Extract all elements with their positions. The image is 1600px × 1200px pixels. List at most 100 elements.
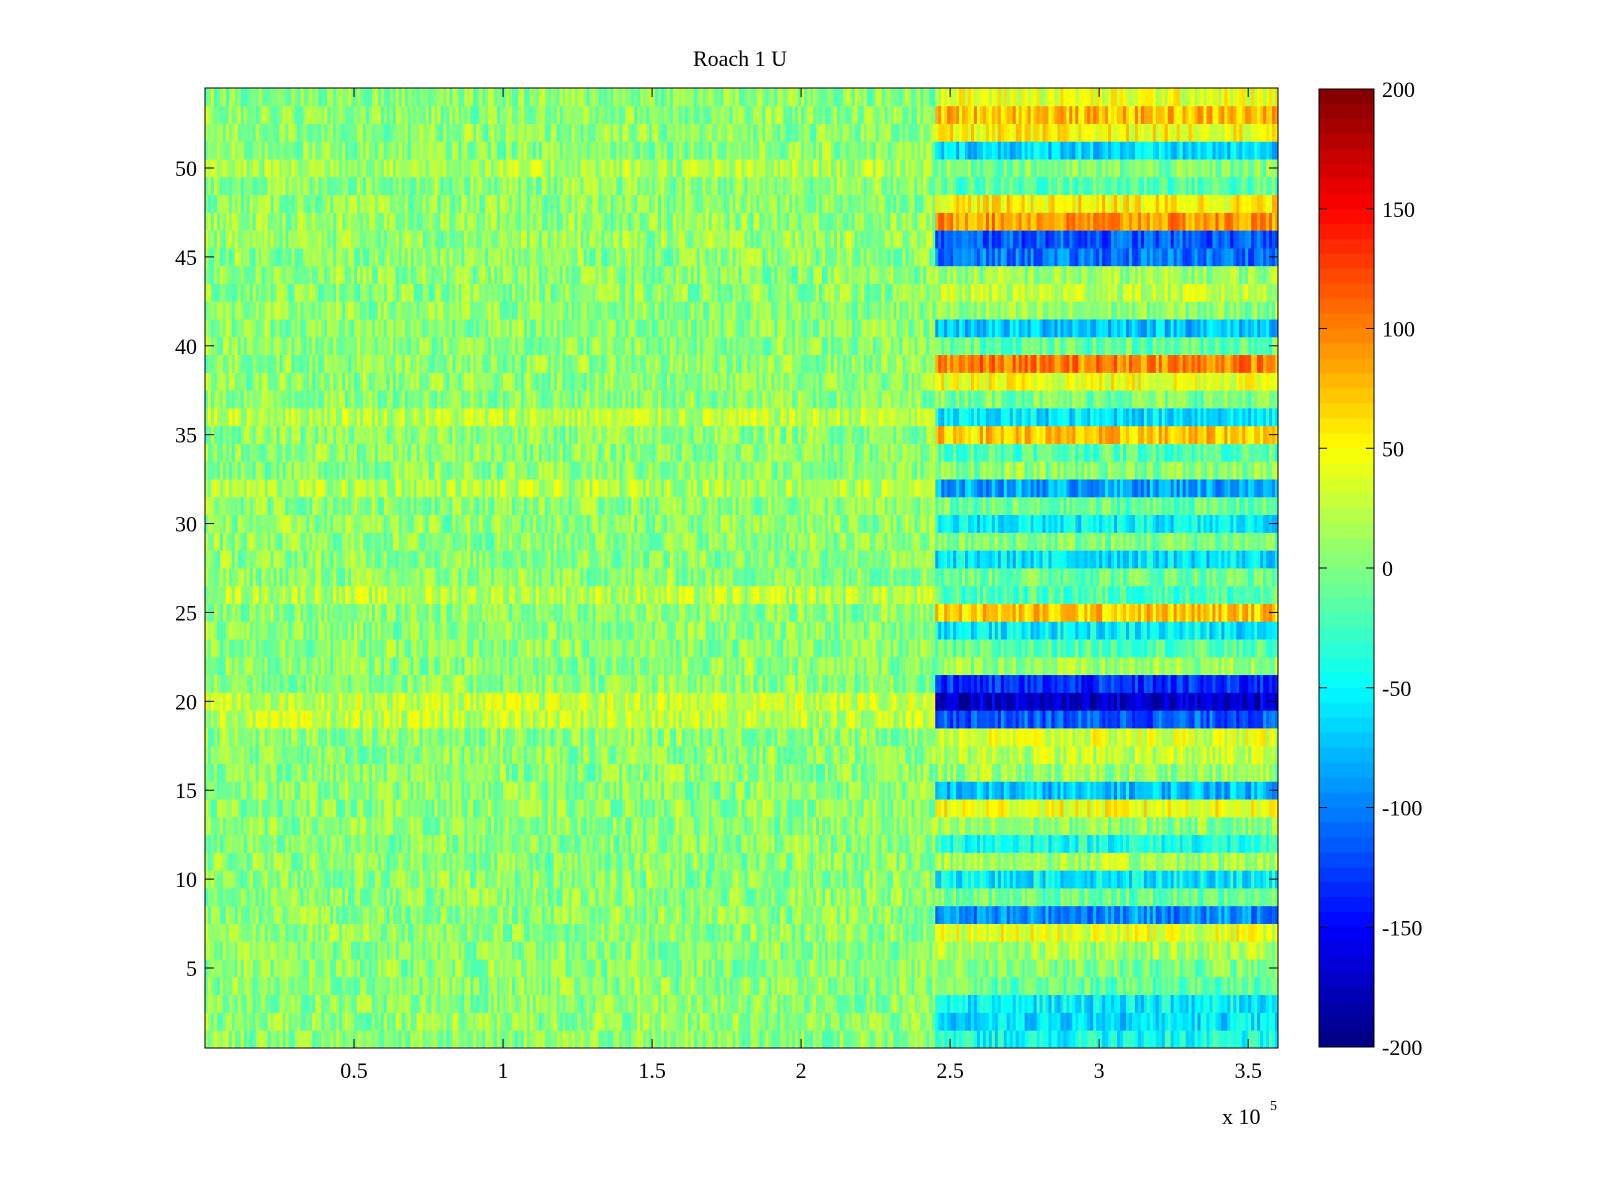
heatmap-cell <box>431 799 435 818</box>
heatmap-cell <box>708 834 713 853</box>
heatmap-cell <box>714 976 719 996</box>
heatmap-cell <box>652 834 656 853</box>
heatmap-cell <box>669 834 674 853</box>
heatmap-cell <box>801 941 805 960</box>
heatmap-cell <box>818 816 823 836</box>
heatmap-cell <box>571 816 575 836</box>
heatmap-cell <box>801 976 805 996</box>
heatmap-cell <box>1108 834 1112 853</box>
heatmap-cell <box>902 959 906 978</box>
heatmap-cell <box>941 1012 945 1031</box>
heatmap-cell <box>276 959 280 978</box>
heatmap-cell <box>938 852 942 871</box>
heatmap-cell <box>407 852 412 871</box>
heatmap-cell <box>273 941 277 960</box>
heatmap-cell <box>491 1030 495 1049</box>
heatmap-cell <box>950 994 954 1013</box>
heatmap-cell <box>672 959 677 978</box>
heatmap-cell <box>777 1030 781 1049</box>
heatmap-cell <box>884 905 888 924</box>
heatmap-cell <box>1090 994 1094 1013</box>
heatmap-cell <box>863 888 868 907</box>
heatmap-cell <box>407 888 412 907</box>
heatmap-cell <box>577 923 581 942</box>
heatmap-cell <box>672 1030 677 1049</box>
heatmap-cell <box>988 905 993 924</box>
heatmap-cell <box>532 799 537 818</box>
heatmap-cell <box>896 870 900 889</box>
heatmap-cell <box>1042 994 1046 1013</box>
heatmap-cell <box>410 888 415 907</box>
heatmap-cell <box>404 852 409 871</box>
heatmap-cell <box>1224 994 1228 1013</box>
heatmap-cell <box>1137 870 1142 889</box>
heatmap-cell <box>765 923 769 942</box>
heatmap-cell <box>476 905 480 924</box>
heatmap-cell <box>1218 959 1222 978</box>
heatmap-cell <box>1224 1030 1228 1049</box>
heatmap-cell <box>476 834 480 853</box>
heatmap-cell <box>520 905 525 924</box>
heatmap-cell <box>1069 976 1073 996</box>
heatmap-cell <box>1170 941 1175 960</box>
heatmap-cell <box>1182 959 1186 978</box>
heatmap-cell <box>1027 852 1032 871</box>
heatmap-cell <box>312 870 316 889</box>
heatmap-cell <box>225 870 230 889</box>
heatmap-cell <box>732 1012 736 1031</box>
heatmap-cell <box>1090 834 1094 853</box>
heatmap-cell <box>228 816 233 836</box>
heatmap-cell <box>979 816 984 836</box>
heatmap-cell <box>798 923 802 942</box>
heatmap-cell <box>774 834 778 853</box>
heatmap-cell <box>1236 905 1240 924</box>
heatmap-cell <box>881 834 885 853</box>
heatmap-cell <box>675 1012 680 1031</box>
heatmap-cell <box>965 870 969 889</box>
heatmap-cell <box>959 941 963 960</box>
heatmap-cell <box>768 941 772 960</box>
heatmap-cell <box>565 852 570 871</box>
heatmap-cell <box>956 976 960 996</box>
heatmap-cell <box>261 976 266 996</box>
heatmap-cell <box>342 1012 346 1031</box>
heatmap-cell <box>994 870 999 889</box>
heatmap-cell <box>783 1030 787 1049</box>
heatmap-cell <box>243 888 248 907</box>
heatmap-cell <box>851 834 856 853</box>
heatmap-cell <box>568 959 573 978</box>
heatmap-cell <box>610 834 614 853</box>
heatmap-cell <box>1161 870 1166 889</box>
heatmap-cell <box>1266 905 1270 924</box>
heatmap-cell <box>455 959 459 978</box>
heatmap-cell <box>1036 834 1040 853</box>
heatmap-cell <box>321 816 325 836</box>
heatmap-cell <box>929 941 933 960</box>
heatmap-cell <box>485 976 489 996</box>
heatmap-cell <box>1036 905 1040 924</box>
heatmap-cell <box>950 959 954 978</box>
heatmap-cell <box>789 1030 793 1049</box>
heatmap-cell <box>795 888 799 907</box>
heatmap-cell <box>833 994 838 1013</box>
heatmap-cell <box>997 994 1002 1013</box>
heatmap-cell <box>386 888 391 907</box>
heatmap-cell <box>872 959 877 978</box>
heatmap-cell <box>1072 1012 1076 1031</box>
heatmap-cell <box>971 1030 975 1049</box>
heatmap-cell <box>1033 834 1037 853</box>
heatmap-cell <box>780 905 784 924</box>
heatmap-cell <box>839 905 844 924</box>
heatmap-cell <box>696 834 701 853</box>
heatmap-cell <box>1191 941 1195 960</box>
heatmap-cell <box>693 1030 698 1049</box>
heatmap-cell <box>702 905 707 924</box>
heatmap-cell <box>467 976 471 996</box>
heatmap-cell <box>506 852 510 871</box>
heatmap-cell <box>443 1030 447 1049</box>
heatmap-cell <box>711 888 716 907</box>
heatmap-cell <box>774 941 778 960</box>
heatmap-cell <box>893 834 897 853</box>
heatmap-cell <box>1117 799 1121 818</box>
